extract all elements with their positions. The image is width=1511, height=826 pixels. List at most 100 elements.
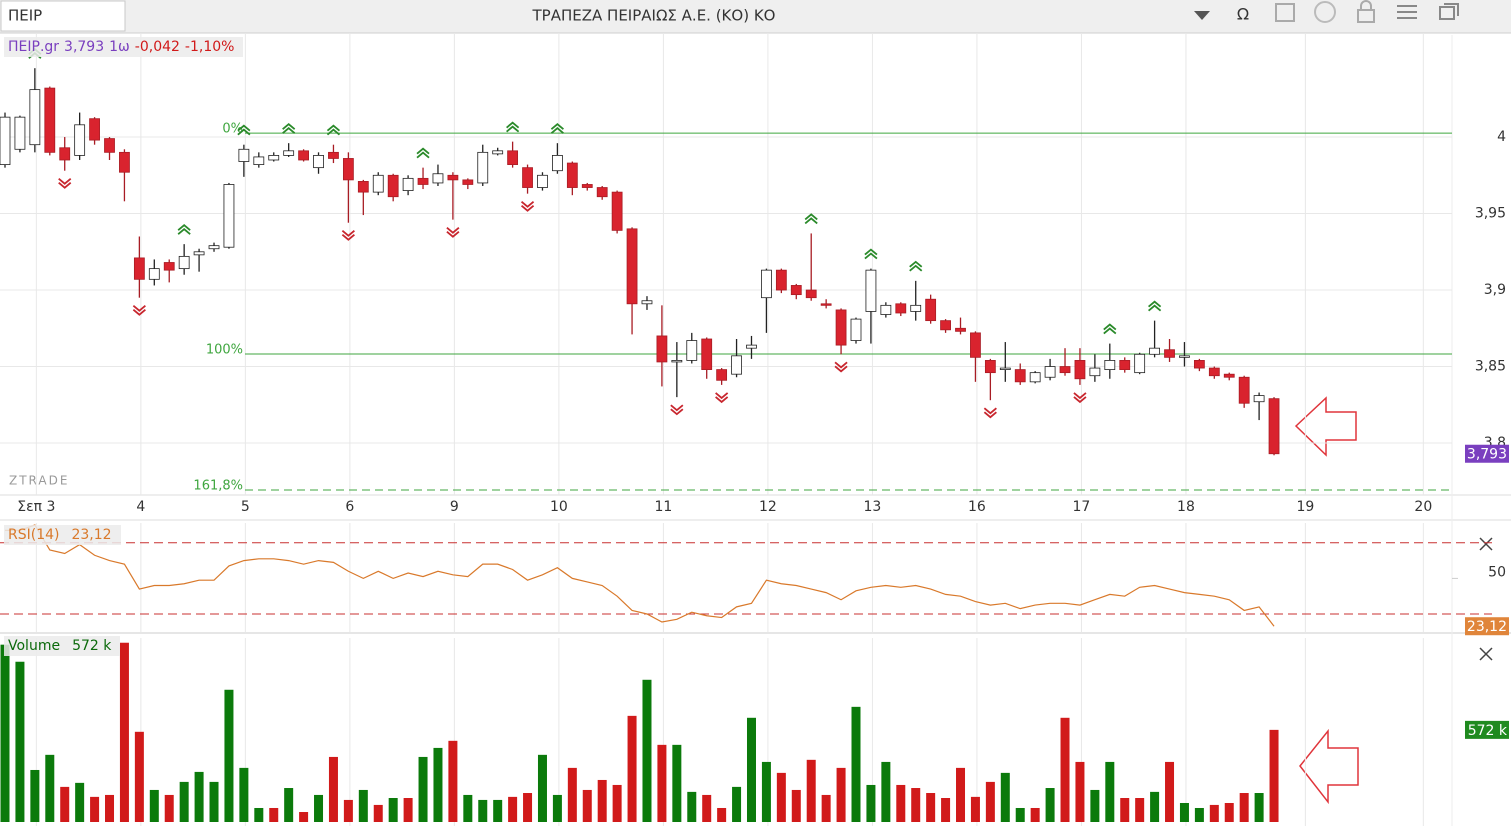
volume-bar xyxy=(1224,802,1234,822)
volume-bar xyxy=(627,715,637,822)
volume-bar xyxy=(478,799,488,822)
volume-legend: Volume 572 k xyxy=(4,636,121,656)
fib-label: 161,8% xyxy=(193,479,243,494)
candle-body xyxy=(552,155,563,172)
candle-body xyxy=(328,151,339,159)
volume-bar xyxy=(15,661,25,822)
dropdown-button[interactable] xyxy=(1194,11,1210,20)
candle-body xyxy=(1253,395,1265,403)
candle-body xyxy=(492,150,504,155)
candle-body xyxy=(835,309,847,346)
close-volume[interactable] xyxy=(1479,647,1493,661)
candle-body xyxy=(1029,372,1041,383)
candle-body xyxy=(298,150,309,161)
volume-bar xyxy=(926,793,936,822)
candle-body xyxy=(402,177,414,191)
candle-body xyxy=(596,187,608,198)
quote-button[interactable] xyxy=(1314,1,1336,23)
volume-bar xyxy=(612,784,622,822)
restore-button[interactable] xyxy=(1439,6,1455,20)
volume-bar xyxy=(523,793,533,822)
candle-body xyxy=(1223,373,1235,378)
fractal-down xyxy=(834,361,848,373)
lock-button[interactable] xyxy=(1357,9,1375,23)
close-rsi[interactable] xyxy=(1479,537,1493,551)
layout-button[interactable] xyxy=(1275,3,1295,22)
fractal-up xyxy=(326,124,341,136)
volume-bar xyxy=(119,642,129,822)
x-tick-label: 18 xyxy=(1177,499,1195,515)
candle-body xyxy=(955,327,966,332)
candle-body xyxy=(566,162,578,188)
candle-body xyxy=(865,269,877,312)
fractal-up xyxy=(177,223,191,235)
volume-bar xyxy=(90,796,100,822)
volume-bar xyxy=(657,744,667,822)
volume-bar xyxy=(702,794,712,822)
volume-bar xyxy=(881,761,891,822)
volume-bar xyxy=(0,644,10,822)
candle-body xyxy=(44,87,56,153)
legend-change-pct: -1,10% xyxy=(184,39,235,55)
lock-shackle xyxy=(1360,0,1372,10)
candle-body xyxy=(641,300,653,305)
volume-bar xyxy=(75,782,85,822)
x-tick-label: Σεπ 3 xyxy=(17,499,55,515)
volume-bar xyxy=(1150,791,1160,822)
candle-body xyxy=(417,177,429,185)
volume-bar xyxy=(254,807,264,822)
fractal-up xyxy=(506,121,520,133)
fractal-down xyxy=(446,226,460,238)
candle-body xyxy=(477,151,489,184)
candle-body xyxy=(283,150,295,156)
candle-body xyxy=(59,147,71,161)
volume-bar xyxy=(746,717,756,822)
menu-button[interactable] xyxy=(1397,5,1417,19)
fractal-up xyxy=(909,260,923,272)
volume-bar xyxy=(1254,793,1264,822)
candle-body xyxy=(1149,347,1160,355)
fractal-up xyxy=(282,122,296,134)
candle-body xyxy=(223,184,235,248)
fractal-up xyxy=(804,213,818,225)
volume-bar xyxy=(717,807,727,822)
candle-body xyxy=(805,289,817,299)
volume-bar xyxy=(1165,761,1175,822)
candle-body xyxy=(148,268,160,280)
candle-body xyxy=(1268,398,1280,455)
candle-body xyxy=(357,181,369,193)
fractal-down xyxy=(132,304,146,316)
symbol-input[interactable] xyxy=(0,0,126,32)
volume-bar xyxy=(552,794,562,822)
symbol-button[interactable]: Ω xyxy=(1237,5,1249,24)
fib-label: 100% xyxy=(206,342,243,357)
candle-body xyxy=(313,155,324,169)
fractal-down xyxy=(715,392,729,404)
candle-body xyxy=(0,116,11,165)
y-tick-label: 50 xyxy=(1488,564,1506,580)
candle-body xyxy=(1208,367,1220,377)
x-tick-label: 16 xyxy=(968,499,986,515)
volume-bar xyxy=(985,781,995,822)
candle-body xyxy=(1059,366,1071,374)
candle-body xyxy=(163,262,175,271)
volume-bar xyxy=(1000,772,1010,822)
x-tick-label: 17 xyxy=(1073,499,1091,515)
volume-bar xyxy=(224,689,234,822)
rsi-legend: RSI(14) 23,12 xyxy=(4,525,121,545)
candle-body xyxy=(716,369,728,381)
volume-bar xyxy=(956,767,966,822)
candle-body xyxy=(820,303,832,306)
fractal-up xyxy=(1103,323,1117,335)
candle-body xyxy=(342,158,354,181)
candle-body xyxy=(970,332,981,358)
legend-last: 23,12 xyxy=(71,527,112,543)
volume-bar xyxy=(508,796,518,822)
volume-bar xyxy=(672,744,682,822)
volume-bar xyxy=(403,798,413,822)
candle-body xyxy=(133,257,145,280)
volume-bar xyxy=(1179,802,1189,822)
fractal-down xyxy=(1073,392,1087,404)
value-tag-label: 3,793 xyxy=(1467,447,1507,463)
candle-body xyxy=(178,255,190,270)
